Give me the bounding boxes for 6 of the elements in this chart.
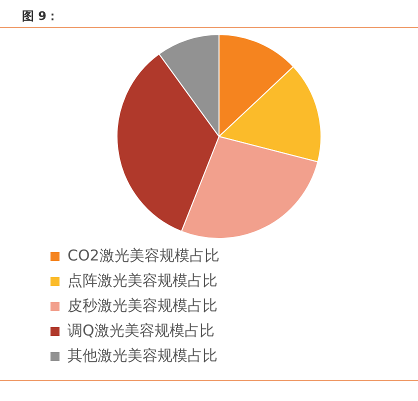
chart-title: 图 9： [22,8,59,25]
legend-label: CO2激光美容规模占比 [68,246,220,264]
legend-label: 调Q激光美容规模占比 [68,321,214,340]
legend-label: 点阵激光美容规模占比 [68,271,218,290]
legend-label: 其他激光美容规模占比 [68,346,218,364]
legend-label: 皮秒激光美容规模占比 [68,296,218,314]
